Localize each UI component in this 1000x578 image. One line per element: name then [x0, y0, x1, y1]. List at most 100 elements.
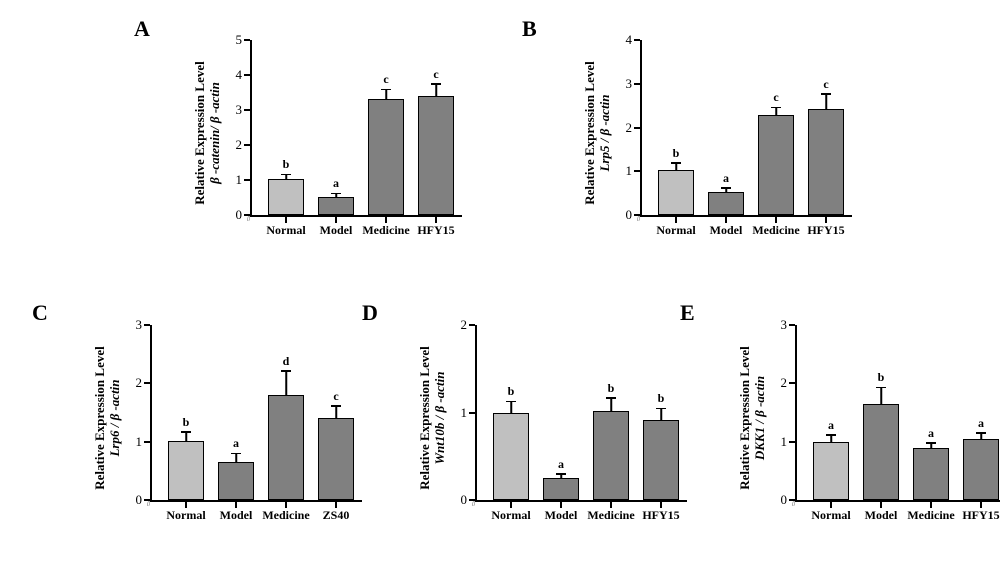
chart-c: Relative Expression Level Lrp6 / β -acti… — [70, 325, 370, 555]
sig-label: b — [608, 381, 615, 396]
ytick-label: 2 — [136, 375, 143, 391]
ytick-label: 2 — [781, 375, 788, 391]
xtick-label: Medicine — [907, 508, 954, 523]
sig-label: d — [283, 354, 290, 369]
chart-d: Relative Expression Level Wnt10b / β -ac… — [395, 325, 695, 555]
sig-label: a — [928, 426, 934, 441]
xtick-label: Model — [320, 223, 353, 238]
bar — [268, 179, 304, 215]
bar — [643, 420, 679, 501]
sig-label: a — [558, 457, 564, 472]
bar — [268, 395, 304, 500]
ytick-label: 0 — [461, 492, 468, 508]
sig-label: a — [333, 176, 339, 191]
chart-a: Relative Expression Level β -catenin/ β … — [170, 40, 470, 270]
bar — [318, 197, 354, 215]
ytick-label: 0 — [136, 492, 143, 508]
ylabel-sub-c: Lrp6 / β -actin — [107, 333, 123, 503]
bar — [808, 109, 844, 215]
plot-d: 012//bNormalaModelbMedicinebHFY15 — [475, 325, 687, 502]
sig-label: b — [508, 384, 515, 399]
panel-label-b: B — [522, 16, 537, 42]
sig-label: b — [283, 157, 290, 172]
ytick-label: 4 — [236, 67, 243, 83]
xtick-label: Normal — [166, 508, 205, 523]
ylabel-main-b: Relative Expression Level — [582, 48, 598, 218]
bar — [418, 96, 454, 215]
xtick-label: HFY15 — [807, 223, 844, 238]
ytick-label: 0 — [626, 207, 633, 223]
sig-label: b — [878, 370, 885, 385]
bar — [813, 442, 849, 500]
bar — [913, 448, 949, 501]
bar — [543, 478, 579, 500]
plot-e: 0123//aNormalbModelaMedicineaHFY15 — [795, 325, 1000, 502]
panel-label-c: C — [32, 300, 48, 326]
ytick-label: 0 — [781, 492, 788, 508]
xtick-label: Medicine — [752, 223, 799, 238]
chart-b: Relative Expression Level Lrp5 / β -acti… — [560, 40, 860, 270]
ytick-label: 3 — [626, 76, 633, 92]
bar — [658, 170, 694, 215]
ytick-label: 1 — [461, 405, 468, 421]
xtick-label: Normal — [811, 508, 850, 523]
plot-c: 0123//bNormalaModeldMedicinecZS40 — [150, 325, 362, 502]
xtick-label: HFY15 — [642, 508, 679, 523]
ylabel-sub-b: Lrp5 / β -actin — [597, 48, 613, 218]
ylabel-sub-e: DKK1 / β -actin — [752, 333, 768, 503]
bar — [963, 439, 999, 500]
xtick-label: Medicine — [262, 508, 309, 523]
ytick-label: 1 — [626, 163, 633, 179]
xtick-label: ZS40 — [323, 508, 350, 523]
ytick-label: 1 — [236, 172, 243, 188]
ytick-label: 3 — [136, 317, 143, 333]
ylabel-main-a: Relative Expression Level — [192, 48, 208, 218]
panel-label-d: D — [362, 300, 378, 326]
xtick-label: Medicine — [362, 223, 409, 238]
bar — [218, 462, 254, 500]
xtick-label: Normal — [266, 223, 305, 238]
sig-label: a — [723, 171, 729, 186]
xtick-label: Model — [865, 508, 898, 523]
sig-label: b — [673, 146, 680, 161]
bar — [708, 192, 744, 215]
bar — [168, 441, 204, 501]
plot-b: 01234//bNormalaModelcMedicinecHFY15 — [640, 40, 852, 217]
plot-a: 012345//bNormalaModelcMedicinecHFY15 — [250, 40, 462, 217]
ytick-label: 1 — [781, 434, 788, 450]
sig-label: c — [433, 67, 438, 82]
xtick-label: Normal — [656, 223, 695, 238]
bar — [593, 411, 629, 500]
sig-label: c — [383, 72, 388, 87]
ytick-label: 2 — [626, 120, 633, 136]
panel-label-a: A — [134, 16, 150, 42]
sig-label: b — [658, 391, 665, 406]
ylabel-sub-d: Wnt10b / β -actin — [432, 333, 448, 503]
xtick-label: Model — [545, 508, 578, 523]
bar — [318, 418, 354, 500]
ytick-label: 0 — [236, 207, 243, 223]
ytick-label: 3 — [781, 317, 788, 333]
sig-label: a — [828, 418, 834, 433]
ytick-label: 5 — [236, 32, 243, 48]
sig-label: c — [823, 77, 828, 92]
sig-label: b — [183, 415, 190, 430]
xtick-label: Medicine — [587, 508, 634, 523]
sig-label: c — [773, 90, 778, 105]
bar — [863, 404, 899, 500]
ytick-label: 3 — [236, 102, 243, 118]
xtick-label: Model — [710, 223, 743, 238]
chart-e: Relative Expression Level DKK1 / β -acti… — [715, 325, 1000, 555]
ylabel-sub-a: β -catenin/ β -actin — [207, 48, 223, 218]
bar — [493, 413, 529, 501]
ylabel-main-d: Relative Expression Level — [417, 333, 433, 503]
bar — [368, 99, 404, 215]
ytick-label: 2 — [461, 317, 468, 333]
xtick-label: Model — [220, 508, 253, 523]
sig-label: a — [978, 416, 984, 431]
panel-label-e: E — [680, 300, 695, 326]
sig-label: a — [233, 436, 239, 451]
ylabel-main-e: Relative Expression Level — [737, 333, 753, 503]
xtick-label: HFY15 — [417, 223, 454, 238]
ytick-label: 1 — [136, 434, 143, 450]
